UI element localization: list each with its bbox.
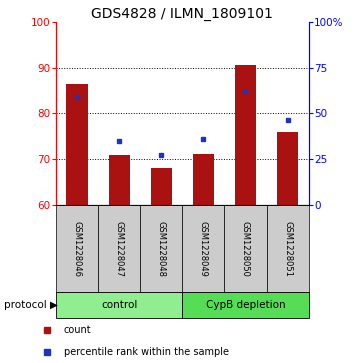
Bar [235,65,256,205]
Bar [193,154,214,205]
Text: control: control [101,300,137,310]
Title: GDS4828 / ILMN_1809101: GDS4828 / ILMN_1809101 [91,7,273,21]
Text: GSM1228051: GSM1228051 [283,221,292,277]
Text: GSM1228050: GSM1228050 [241,221,250,277]
Text: protocol ▶: protocol ▶ [4,300,58,310]
Bar [266,205,309,292]
Text: GSM1228049: GSM1228049 [199,221,208,277]
Bar [182,292,309,318]
Bar [151,168,172,205]
Text: percentile rank within the sample: percentile rank within the sample [64,347,229,357]
Bar [98,205,140,292]
Bar [109,155,130,205]
Text: CypB depletion: CypB depletion [206,300,285,310]
Bar [56,205,98,292]
Bar [182,205,225,292]
Bar [66,83,87,205]
Bar [140,205,182,292]
Text: GSM1228048: GSM1228048 [157,221,166,277]
Text: GSM1228046: GSM1228046 [73,221,82,277]
Text: count: count [64,325,92,335]
Text: GSM1228047: GSM1228047 [115,221,123,277]
Bar [56,292,182,318]
Bar [277,132,298,205]
Bar [225,205,266,292]
